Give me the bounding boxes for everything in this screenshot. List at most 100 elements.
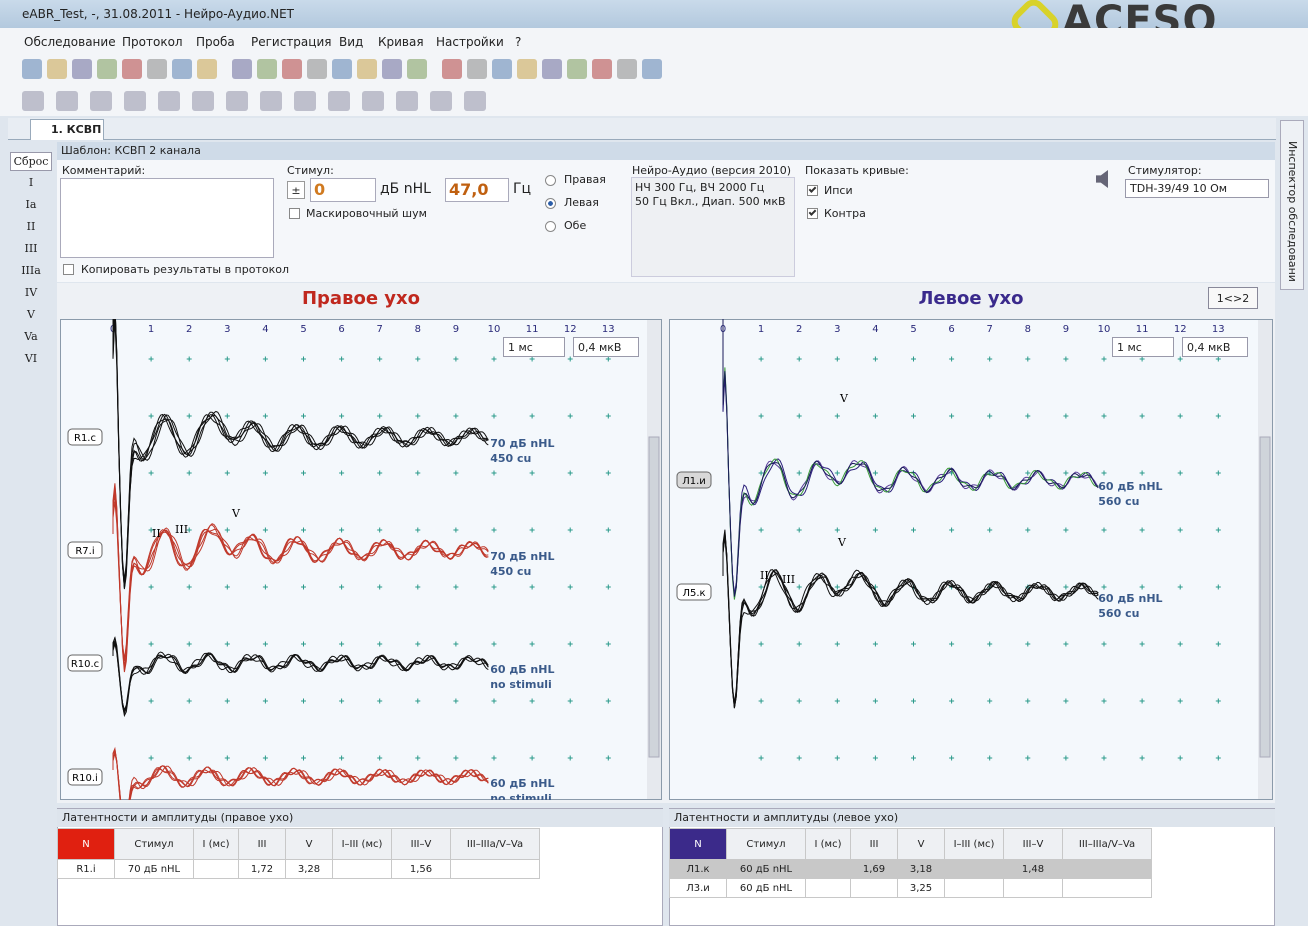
input[interactable]: 47,0 (445, 178, 509, 202)
grid-column (491, 356, 497, 761)
dropdown[interactable]: 1 мс (1112, 337, 1174, 357)
toolbar-button[interactable] (592, 59, 612, 79)
dropdown[interactable]: TDH-39/49 10 Ом (1125, 179, 1269, 198)
side-button[interactable]: II (26, 220, 36, 233)
menu-item[interactable]: Регистрация (251, 35, 332, 49)
toolbar-button[interactable] (90, 91, 112, 111)
toolbar-button[interactable] (542, 59, 562, 79)
toolbar-button[interactable] (467, 59, 487, 79)
side-button[interactable]: Сброс (10, 152, 52, 171)
toolbar-button[interactable] (192, 91, 214, 111)
tab[interactable]: 1. КСВП (30, 119, 104, 140)
dropdown[interactable]: 1 мс (503, 337, 565, 357)
time-tick-label: 8 (1025, 324, 1031, 335)
grid-column (758, 356, 764, 761)
grid-plus (911, 755, 916, 761)
table-wrap: N Стимул I (мс) III V I–III (мс) III–V III–IIIa… (57, 828, 540, 879)
time-tick-label: 7 (987, 324, 993, 335)
toolbar-button[interactable] (328, 91, 350, 111)
toolbar-button[interactable] (396, 91, 418, 111)
toolbar-button[interactable] (22, 59, 42, 79)
toolbar-button[interactable] (617, 59, 637, 79)
toolbar-button[interactable] (47, 59, 67, 79)
toolbar-button[interactable] (172, 59, 192, 79)
toolbar-button[interactable] (357, 59, 377, 79)
side-button[interactable]: VI (24, 352, 38, 365)
toolbar-button[interactable] (464, 91, 486, 111)
side-button[interactable]: IV (24, 286, 38, 299)
radio[interactable] (545, 198, 556, 209)
toolbar-button[interactable] (642, 59, 662, 79)
grid-plus (453, 413, 459, 419)
dropdown[interactable]: 0,4 мкВ (573, 337, 639, 357)
toolbar-button[interactable] (56, 91, 78, 111)
toolbar-button[interactable] (158, 91, 180, 111)
toolbar-button[interactable] (124, 91, 146, 111)
menu-item[interactable]: Проба (196, 35, 235, 49)
toolbar-button[interactable] (147, 59, 167, 79)
label: НЧ 300 Гц, ВЧ 2000 Гц (635, 181, 765, 194)
menu-item[interactable]: Настройки (436, 35, 504, 49)
toolbar-button[interactable] (442, 59, 462, 79)
toolbar-button[interactable] (260, 91, 282, 111)
time-tick-label: 6 (338, 324, 344, 335)
checkbox[interactable] (63, 264, 74, 275)
toolbar-button[interactable] (22, 91, 44, 111)
toolbar-button[interactable] (197, 59, 217, 79)
side-button[interactable]: III (24, 242, 38, 255)
toolbar-button[interactable] (430, 91, 452, 111)
time-tick-label: 12 (1174, 324, 1187, 335)
toolbar-button[interactable] (362, 91, 384, 111)
side-button[interactable]: I (28, 176, 34, 189)
grid-plus (796, 641, 802, 647)
toolbar-button[interactable] (122, 59, 142, 79)
toolbar-button[interactable] (382, 59, 402, 79)
trace-label-text: R10.i (72, 773, 98, 784)
grid-plus (186, 356, 192, 362)
toolbar-button[interactable] (294, 91, 316, 111)
toolbar-button[interactable] (97, 59, 117, 79)
trace-note: 60 дБ nHL (490, 777, 554, 790)
comment-box[interactable] (60, 178, 274, 258)
grid-plus (224, 698, 230, 704)
grid-plus (339, 413, 345, 419)
menu-item[interactable]: Обследование (24, 35, 116, 49)
toolbar-button[interactable] (72, 59, 92, 79)
grid-plus (301, 584, 306, 590)
menu-item[interactable]: Кривая (378, 35, 424, 49)
header-cell: N (57, 828, 115, 860)
checkbox[interactable] (807, 208, 818, 219)
button[interactable]: ± (287, 181, 305, 199)
trace-note: 560 cu (1098, 607, 1139, 620)
menu-item[interactable]: Протокол (122, 35, 183, 49)
side-button[interactable]: Ia (25, 198, 37, 211)
grid-plus (1101, 527, 1107, 533)
toolbar-button[interactable] (407, 59, 427, 79)
dropdown[interactable]: 0,4 мкВ (1182, 337, 1248, 357)
side-button[interactable]: Va (24, 330, 38, 343)
menu-item[interactable]: Вид (339, 35, 364, 49)
button[interactable]: 1<>2 (1208, 287, 1258, 309)
radio[interactable] (545, 175, 556, 186)
radio[interactable] (545, 221, 556, 232)
toolbar-button[interactable] (257, 59, 277, 79)
side-button[interactable]: IIIa (21, 264, 41, 277)
toolbar-button[interactable] (517, 59, 537, 79)
grid-plus (301, 356, 306, 362)
toolbar-button[interactable] (232, 59, 252, 79)
toolbar-button[interactable] (492, 59, 512, 79)
menu-item[interactable]: ? (515, 35, 522, 49)
toolbar-button[interactable] (226, 91, 248, 111)
checkbox[interactable] (807, 185, 818, 196)
grid-plus (529, 698, 535, 704)
toolbar-button[interactable] (307, 59, 327, 79)
side-button[interactable]: V (27, 308, 35, 321)
checkbox[interactable] (289, 208, 300, 219)
grid-plus (148, 470, 154, 476)
grid-plus (301, 641, 306, 647)
input[interactable]: 0 (310, 178, 376, 202)
toolbar-button[interactable] (332, 59, 352, 79)
toolbar-button[interactable] (282, 59, 302, 79)
toolbar-button[interactable] (567, 59, 587, 79)
